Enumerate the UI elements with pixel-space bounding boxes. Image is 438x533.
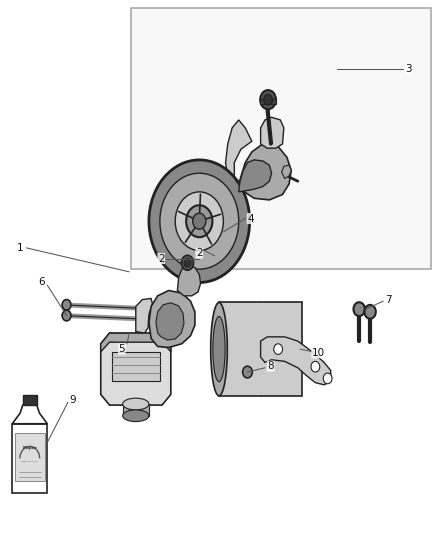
- Text: 3: 3: [405, 64, 412, 74]
- Bar: [219, 303, 302, 395]
- Text: 6: 6: [39, 278, 46, 287]
- Polygon shape: [282, 165, 291, 179]
- Text: 1: 1: [16, 243, 23, 253]
- Polygon shape: [12, 405, 47, 424]
- Circle shape: [160, 173, 239, 269]
- Circle shape: [260, 90, 276, 109]
- Text: 2: 2: [196, 248, 203, 258]
- Bar: [12, 424, 47, 493]
- Bar: [131, 8, 431, 269]
- Ellipse shape: [211, 303, 227, 395]
- Circle shape: [62, 310, 71, 321]
- Circle shape: [186, 205, 212, 237]
- Polygon shape: [226, 120, 252, 188]
- Ellipse shape: [213, 317, 225, 382]
- Text: 7: 7: [385, 295, 392, 305]
- Polygon shape: [239, 160, 272, 192]
- Circle shape: [264, 94, 272, 105]
- Polygon shape: [101, 333, 171, 352]
- Circle shape: [274, 344, 283, 354]
- Polygon shape: [177, 265, 201, 296]
- Text: 2: 2: [158, 254, 165, 263]
- Text: Mopar: Mopar: [22, 446, 37, 450]
- Text: 4: 4: [247, 214, 254, 223]
- Text: 5: 5: [118, 344, 125, 354]
- Circle shape: [184, 259, 191, 267]
- Polygon shape: [112, 352, 160, 381]
- Polygon shape: [149, 290, 195, 348]
- Circle shape: [364, 305, 376, 319]
- Text: ~~~~~: ~~~~~: [21, 461, 39, 465]
- Circle shape: [175, 192, 223, 251]
- Polygon shape: [156, 303, 184, 340]
- Bar: [15, 433, 45, 481]
- Polygon shape: [101, 333, 171, 405]
- Ellipse shape: [252, 303, 269, 395]
- Polygon shape: [136, 298, 152, 333]
- Circle shape: [181, 255, 194, 270]
- Text: 8: 8: [267, 361, 274, 371]
- Ellipse shape: [123, 410, 149, 422]
- Circle shape: [149, 160, 250, 282]
- Circle shape: [243, 366, 252, 378]
- Polygon shape: [123, 404, 149, 416]
- Bar: [23, 395, 37, 405]
- Polygon shape: [239, 144, 291, 200]
- Ellipse shape: [123, 398, 149, 410]
- Circle shape: [323, 373, 332, 384]
- Circle shape: [311, 361, 320, 372]
- Circle shape: [62, 300, 71, 310]
- Polygon shape: [261, 337, 331, 385]
- Circle shape: [193, 213, 206, 229]
- Text: 10: 10: [312, 348, 325, 358]
- Bar: [260, 99, 276, 104]
- Circle shape: [353, 302, 365, 316]
- Polygon shape: [261, 117, 284, 148]
- Text: 9: 9: [69, 395, 76, 405]
